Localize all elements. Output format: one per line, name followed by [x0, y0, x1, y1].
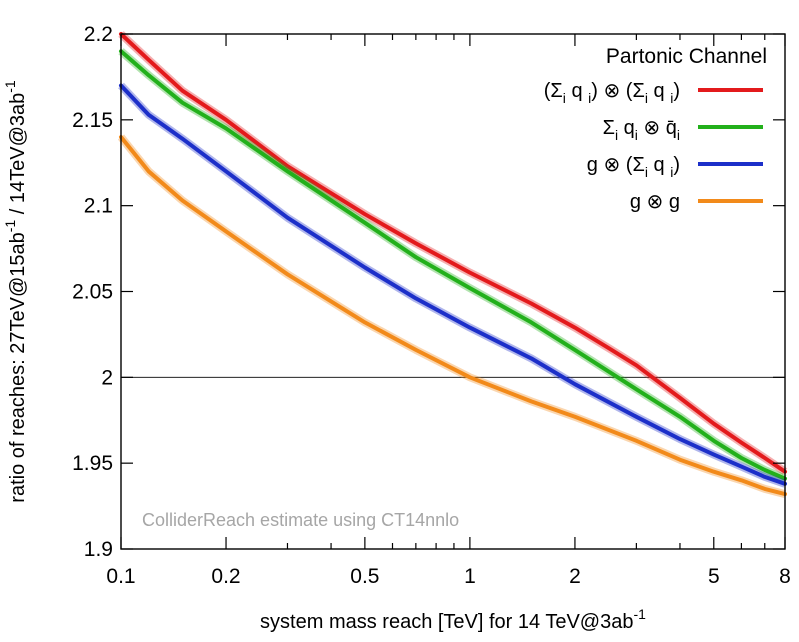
legend-label-0: (Σi q i) ⊗ (Σi q i) — [544, 80, 680, 106]
y-tick-label: 2.05 — [72, 281, 113, 304]
x-tick-label: 2 — [569, 565, 581, 588]
x-axis-label-text: system mass reach [TeV] for 14 TeV@3ab — [260, 611, 633, 633]
annotation-text: ColliderReach estimate using CT14nnlo — [142, 510, 459, 530]
y-tick-label: 2.1 — [84, 195, 113, 218]
series-layer — [117, 31, 788, 498]
x-tick-label: 0.1 — [106, 565, 135, 588]
legend-title: Partonic Channel — [606, 45, 767, 68]
series-line-0 — [119, 32, 787, 474]
y-tick-label: 2.2 — [84, 23, 113, 46]
y-axis-label: ratio of reaches: 27TeV@15ab-1 / 14TeV@3… — [2, 80, 29, 503]
x-tick-label: 0.2 — [211, 565, 240, 588]
y-axis-label-part1: ratio of reaches: 27TeV@15ab — [7, 232, 29, 502]
x-tick-label: 8 — [779, 565, 791, 588]
x-tick-label: 0.5 — [350, 565, 379, 588]
series-band-0 — [118, 31, 788, 476]
y-tick-label: 1.95 — [72, 452, 113, 475]
series-line-2 — [119, 83, 787, 486]
y-tick-label: 2 — [101, 366, 113, 389]
series-line-1 — [119, 49, 787, 481]
y-tick-label: 1.9 — [84, 538, 113, 561]
legend-label-1: Σi qi ⊗ q̄i — [603, 117, 680, 143]
series-line-3 — [119, 135, 787, 497]
legend: Partonic Channel (Σi q i) ⊗ (Σi q i) Σi q… — [544, 45, 767, 213]
legend-label-3: g ⊗ g — [630, 191, 680, 213]
x-axis-label: system mass reach [TeV] for 14 TeV@3ab-1 — [260, 606, 646, 633]
plot-frame — [120, 33, 786, 550]
y-tick-label: 2.15 — [72, 109, 113, 132]
y-axis-label-sup1: -1 — [2, 220, 18, 233]
x-tick-label: 5 — [708, 565, 720, 588]
legend-label-2: g ⊗ (Σi q i) — [587, 154, 680, 180]
x-axis-label-sup: -1 — [633, 606, 646, 622]
tick-layer: 0.1 0.2 0.5 1 2 5 8 1.9 1.95 2 2.05 2.1 2.15 2.2 — [72, 23, 791, 588]
y-axis-label-sup2: -1 — [2, 80, 18, 93]
x-tick-label: 1 — [464, 565, 476, 588]
y-axis-label-part2: / 14TeV@3ab — [7, 93, 29, 220]
